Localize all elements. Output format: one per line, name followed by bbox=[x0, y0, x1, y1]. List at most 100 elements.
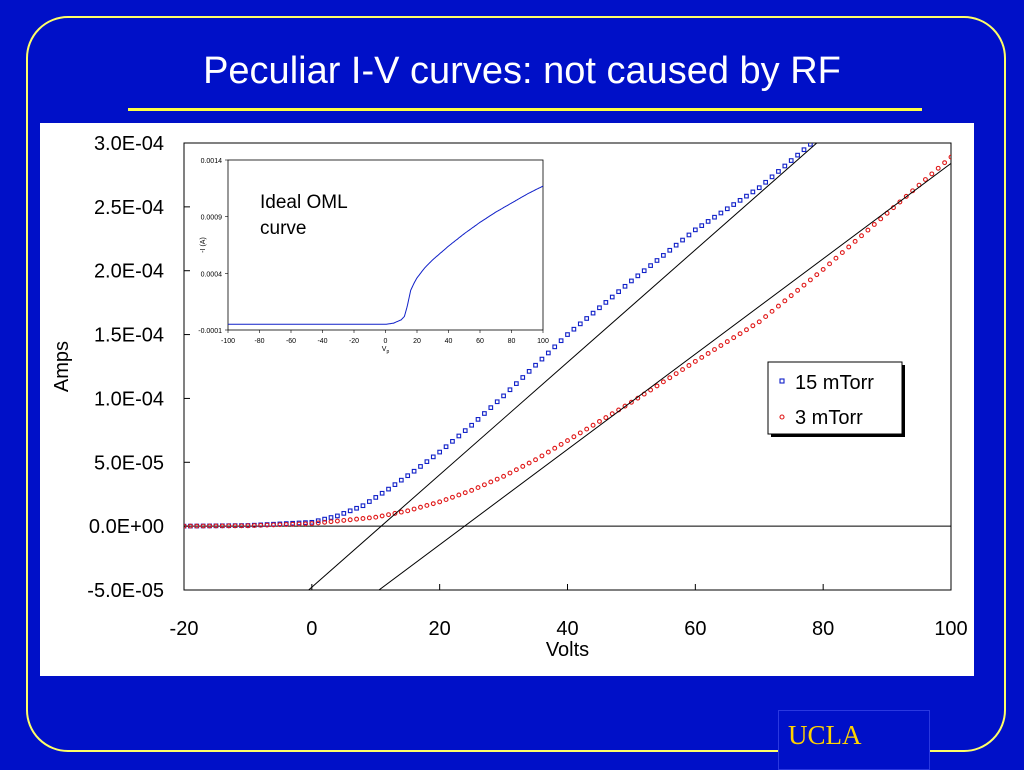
point-3mtorr bbox=[258, 522, 264, 528]
point-3mtorr bbox=[277, 522, 283, 528]
point-15mtorr bbox=[782, 163, 788, 169]
point-3mtorr bbox=[775, 303, 781, 309]
point-15mtorr bbox=[788, 158, 794, 163]
point-3mtorr bbox=[386, 512, 391, 518]
point-3mtorr bbox=[398, 509, 404, 515]
point-3mtorr bbox=[283, 522, 289, 527]
point-3mtorr bbox=[520, 463, 526, 469]
point-3mtorr bbox=[903, 193, 909, 199]
point-15mtorr bbox=[373, 495, 379, 500]
y-tick-label: 3.0E-04 bbox=[94, 133, 164, 155]
point-15mtorr bbox=[424, 459, 430, 464]
point-3mtorr bbox=[731, 335, 737, 341]
logo-box bbox=[778, 710, 930, 770]
point-3mtorr bbox=[347, 517, 353, 523]
point-15mtorr bbox=[776, 169, 781, 174]
point-3mtorr bbox=[271, 522, 276, 528]
legend-marker-15mtorr bbox=[779, 378, 785, 384]
point-3mtorr bbox=[846, 244, 852, 250]
point-3mtorr bbox=[699, 354, 705, 360]
y-tick-label: 5.0E-05 bbox=[94, 452, 164, 474]
point-15mtorr bbox=[456, 433, 462, 439]
inset-x-tick-label: 60 bbox=[476, 338, 484, 345]
y-axis-title: Amps bbox=[51, 341, 73, 392]
legend-label-3mtorr: 3 mTorr bbox=[795, 407, 863, 429]
point-15mtorr bbox=[514, 381, 519, 386]
point-3mtorr bbox=[187, 523, 193, 529]
point-3mtorr bbox=[577, 430, 583, 436]
point-3mtorr bbox=[481, 482, 487, 488]
point-3mtorr bbox=[673, 371, 679, 377]
point-3mtorr bbox=[450, 494, 455, 500]
point-3mtorr bbox=[507, 470, 513, 476]
inset-y-tick-label: 0.0004 bbox=[201, 271, 223, 278]
point-15mtorr bbox=[609, 294, 615, 300]
point-3mtorr bbox=[788, 293, 794, 299]
point-3mtorr bbox=[341, 517, 347, 523]
inset-x-tick-label: -60 bbox=[286, 338, 296, 345]
point-15mtorr bbox=[795, 152, 800, 158]
point-3mtorr bbox=[686, 363, 692, 368]
x-tick-label: 40 bbox=[556, 618, 578, 640]
point-15mtorr bbox=[501, 393, 506, 399]
point-15mtorr bbox=[392, 482, 398, 487]
point-15mtorr bbox=[462, 428, 468, 433]
point-3mtorr bbox=[801, 282, 807, 288]
point-3mtorr bbox=[526, 460, 532, 466]
y-tick-label: 1.5E-04 bbox=[94, 325, 164, 347]
inset-annotation-line1: Ideal OML bbox=[260, 192, 348, 213]
inset-annotation-line2: curve bbox=[260, 218, 306, 239]
point-15mtorr bbox=[418, 464, 423, 469]
inset-oml-curve bbox=[228, 185, 544, 325]
point-15mtorr bbox=[411, 468, 417, 474]
point-15mtorr bbox=[590, 310, 596, 316]
point-15mtorr bbox=[488, 405, 494, 410]
x-tick-label: 100 bbox=[934, 618, 967, 640]
point-3mtorr bbox=[373, 514, 379, 520]
point-3mtorr bbox=[667, 375, 673, 381]
point-15mtorr bbox=[756, 185, 762, 191]
inset-x-tick-label: -40 bbox=[317, 338, 327, 345]
point-3mtorr bbox=[437, 499, 443, 505]
point-3mtorr bbox=[820, 266, 826, 272]
point-3mtorr bbox=[750, 323, 756, 329]
point-3mtorr bbox=[648, 387, 654, 393]
point-15mtorr bbox=[724, 206, 730, 212]
point-15mtorr bbox=[482, 411, 487, 416]
point-3mtorr bbox=[724, 339, 730, 345]
point-15mtorr bbox=[769, 174, 775, 180]
point-3mtorr bbox=[207, 523, 213, 529]
point-15mtorr bbox=[539, 356, 545, 362]
inset-x-tick-label: 40 bbox=[445, 338, 453, 345]
point-15mtorr bbox=[635, 273, 641, 279]
inset-x-tick-label: 100 bbox=[537, 338, 549, 345]
point-15mtorr bbox=[686, 232, 692, 238]
point-15mtorr bbox=[565, 332, 570, 337]
point-3mtorr bbox=[737, 331, 743, 337]
inset-x-tick-label: 20 bbox=[413, 338, 421, 345]
point-3mtorr bbox=[871, 222, 877, 227]
point-3mtorr bbox=[839, 250, 845, 256]
inset-plot-border bbox=[227, 159, 544, 331]
point-15mtorr bbox=[405, 473, 411, 479]
point-3mtorr bbox=[443, 497, 449, 503]
point-3mtorr bbox=[533, 457, 538, 463]
point-15mtorr bbox=[558, 338, 564, 344]
point-15mtorr bbox=[475, 417, 481, 422]
inset-chart: -100 -80 -60 -40 -20 0 20 40 60 80 100 -0.0001 0.000… bbox=[198, 158, 549, 355]
point-15mtorr bbox=[648, 263, 653, 268]
point-3mtorr bbox=[590, 422, 596, 428]
point-3mtorr bbox=[462, 490, 468, 496]
point-3mtorr bbox=[833, 255, 839, 261]
point-3mtorr bbox=[411, 506, 417, 512]
point-3mtorr bbox=[571, 434, 577, 440]
inset-y-tick-label: 0.0009 bbox=[201, 215, 223, 222]
y-tick-label: 0.0E+00 bbox=[89, 516, 164, 538]
point-3mtorr bbox=[328, 519, 334, 525]
point-15mtorr bbox=[712, 214, 717, 220]
point-3mtorr bbox=[264, 522, 270, 528]
point-15mtorr bbox=[443, 444, 449, 450]
point-15mtorr bbox=[737, 197, 743, 203]
point-15mtorr bbox=[347, 508, 353, 514]
point-15mtorr bbox=[341, 511, 347, 516]
